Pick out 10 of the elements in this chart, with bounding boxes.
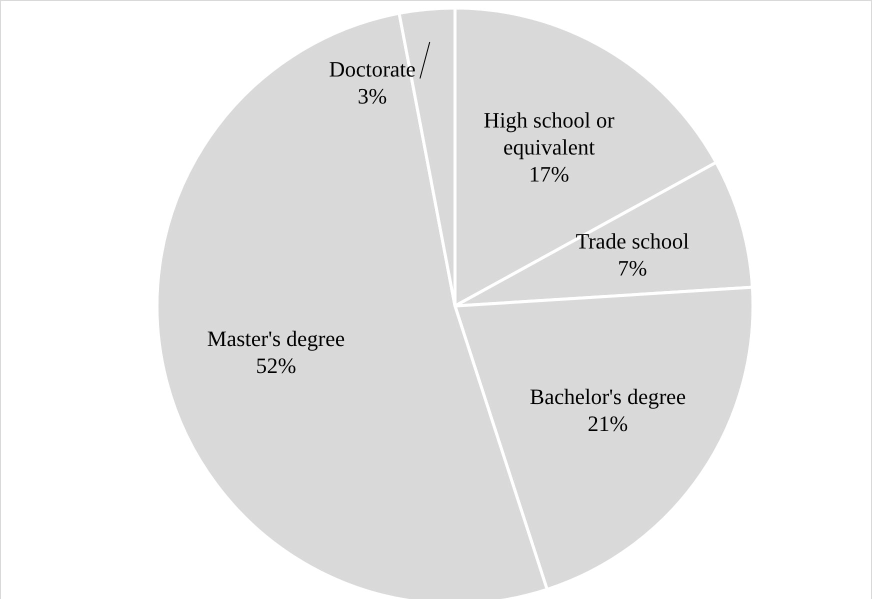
data-label: 7% xyxy=(618,255,648,280)
data-label: 52% xyxy=(256,352,296,378)
data-label: 21% xyxy=(588,410,628,436)
slice-label: Trade school xyxy=(576,228,690,254)
data-label: 17% xyxy=(528,161,570,186)
slice-label: Doctorate xyxy=(328,56,416,82)
slice-label: Bachelor's degree xyxy=(530,384,686,409)
slice-label: High school or equivalent xyxy=(484,107,616,160)
data-label: 3% xyxy=(358,83,387,108)
slice-label: Master's degree xyxy=(207,326,345,351)
